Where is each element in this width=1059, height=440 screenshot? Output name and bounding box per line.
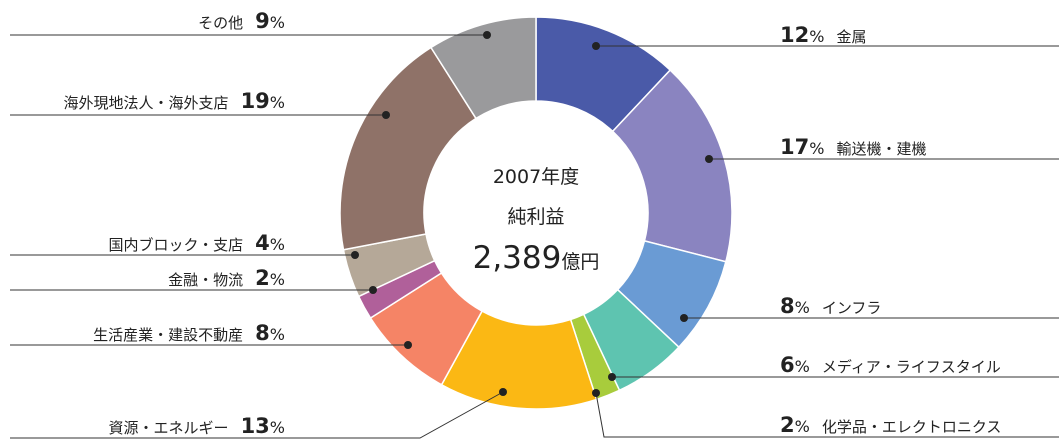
leader-dot	[680, 314, 688, 322]
unit-label: %	[270, 270, 285, 289]
category-label: その他	[198, 14, 243, 32]
center-total: 2,389億円	[473, 240, 600, 276]
segment-label: 12% 金属	[780, 23, 866, 47]
category-label: インフラ	[822, 299, 882, 317]
leader-dot	[483, 31, 491, 39]
donut-segment	[339, 46, 478, 251]
value-label: 19	[241, 89, 270, 113]
leader-dot	[592, 389, 600, 397]
center-title: 2007年度	[493, 166, 579, 188]
category-label: 化学品・エレクトロニクス	[822, 418, 1002, 436]
segment-label: 6% メディア・ライフスタイル	[780, 353, 1001, 377]
value-label: 4	[255, 231, 270, 255]
value-label: 8	[780, 294, 795, 318]
leader-dot	[351, 251, 359, 259]
segment-label: 資源・エネルギー 13%	[109, 414, 285, 438]
unit-label: %	[795, 298, 810, 317]
leader-dot	[705, 155, 713, 163]
unit-label: %	[270, 325, 285, 344]
category-label: 金属	[836, 28, 866, 46]
leader-line	[595, 392, 1059, 438]
total-value: 2,389	[473, 240, 562, 276]
value-label: 2	[255, 266, 270, 290]
category-label: 国内ブロック・支店	[108, 236, 243, 254]
donut-hole	[424, 101, 648, 325]
center-subtitle: 純利益	[507, 206, 564, 228]
category-label: メディア・ライフスタイル	[822, 358, 1001, 376]
segment-label: その他 9%	[198, 9, 285, 33]
category-label: 資源・エネルギー	[109, 419, 229, 437]
unit-label: %	[795, 357, 810, 376]
segment-label: 海外現地法人・海外支店 19%	[64, 89, 285, 113]
leader-dot	[369, 286, 377, 294]
value-label: 17	[780, 135, 809, 159]
value-label: 9	[255, 9, 270, 33]
leader-line	[10, 391, 504, 439]
total-unit: 億円	[561, 251, 599, 273]
category-label: 金融・物流	[168, 271, 243, 289]
segment-label: 生活産業・建設不動産 8%	[93, 321, 285, 345]
leader-dot	[499, 388, 507, 396]
segment-label: 8% インフラ	[780, 294, 881, 318]
leader-dot	[608, 373, 616, 381]
unit-label: %	[809, 139, 824, 158]
leader-dot	[404, 341, 412, 349]
value-label: 2	[780, 413, 795, 437]
category-label: 海外現地法人・海外支店	[64, 94, 229, 112]
value-label: 8	[255, 321, 270, 345]
unit-label: %	[270, 93, 285, 112]
value-label: 12	[780, 23, 809, 47]
segment-label: 国内ブロック・支店 4%	[108, 231, 285, 255]
donut-segment	[429, 16, 537, 120]
segment-label: 17% 輸送機・建機	[780, 135, 926, 159]
unit-label: %	[795, 417, 810, 436]
leader-dot	[592, 42, 600, 50]
unit-label: %	[270, 13, 285, 32]
segment-label: 2% 化学品・エレクトロニクス	[780, 413, 1001, 437]
leader-dot	[382, 111, 390, 119]
category-label: 輸送機・建機	[836, 140, 926, 158]
value-label: 13	[241, 414, 270, 438]
unit-label: %	[270, 418, 285, 437]
segment-label: 金融・物流 2%	[168, 266, 285, 290]
unit-label: %	[809, 27, 824, 46]
category-label: 生活産業・建設不動産	[93, 326, 243, 344]
value-label: 6	[780, 353, 795, 377]
unit-label: %	[270, 235, 285, 254]
